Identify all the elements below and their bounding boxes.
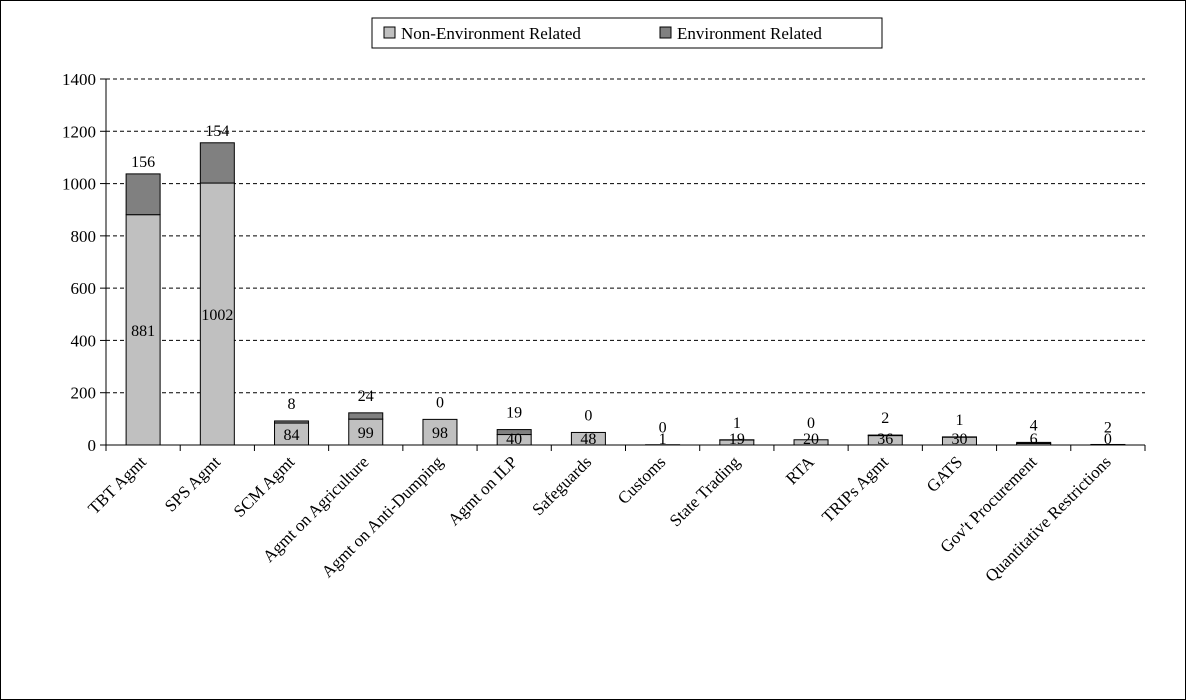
data-label-non-environment: 98 xyxy=(432,425,448,442)
bar-non-environment xyxy=(348,418,384,446)
bar-environment xyxy=(125,173,161,216)
bar-environment xyxy=(867,434,903,437)
y-tick-label: 1400 xyxy=(62,70,96,89)
legend-swatch-environment xyxy=(659,26,672,39)
data-label-environment: 0 xyxy=(584,407,592,424)
x-tick-label: Agmt on Anti-Dumping xyxy=(318,452,447,581)
x-tick-label: GATS xyxy=(923,452,966,495)
bar-environment xyxy=(274,420,310,424)
bar-non-environment xyxy=(199,182,235,446)
x-tick-label: Safeguards xyxy=(528,452,595,519)
data-label-environment: 8 xyxy=(288,396,296,413)
y-tick-label: 0 xyxy=(88,436,97,455)
bar-environment xyxy=(348,412,384,420)
data-label-environment: 0 xyxy=(436,394,444,411)
legend-swatch-non-environment xyxy=(383,26,396,39)
legend-label-non-environment: Non-Environment Related xyxy=(401,24,581,43)
data-label-non-environment: 20 xyxy=(803,431,819,448)
x-tick-label: SPS Agmt xyxy=(161,452,224,515)
bar-environment xyxy=(199,142,235,184)
data-label-non-environment: 36 xyxy=(877,431,893,448)
data-label-environment: 0 xyxy=(807,415,815,432)
x-tick-label: Agmt on ILP xyxy=(444,452,521,529)
bar-non-environment xyxy=(570,431,606,446)
x-tick-label: TBT Agmt xyxy=(84,452,150,518)
data-label-non-environment: 84 xyxy=(284,427,300,444)
data-label-environment: 0 xyxy=(659,420,667,437)
legend: Non-Environment Related Environment Rela… xyxy=(371,17,883,49)
data-label-non-environment: 40 xyxy=(506,431,522,448)
data-label-environment: 24 xyxy=(358,388,374,405)
bar-non-environment xyxy=(125,214,161,446)
y-tick-label: 800 xyxy=(71,227,97,246)
x-tick-label: SCM Agmt xyxy=(230,452,299,521)
data-label-non-environment: 1002 xyxy=(201,307,233,324)
gridlines xyxy=(106,78,1145,394)
y-tick-label: 1200 xyxy=(62,122,96,141)
x-tick-label: TRIPs Agmt xyxy=(818,452,892,526)
data-label-environment: 154 xyxy=(205,123,229,140)
y-tick-label: 600 xyxy=(71,279,97,298)
y-tick-label: 400 xyxy=(71,331,97,350)
data-label-environment: 2 xyxy=(1104,419,1112,436)
data-label-environment: 1 xyxy=(733,415,741,432)
data-label-non-environment: 6 xyxy=(1030,431,1038,448)
bar-non-environment xyxy=(422,418,458,446)
bar-environment xyxy=(1016,441,1052,444)
y-tick-label: 200 xyxy=(71,384,97,403)
data-label-non-environment: 99 xyxy=(358,425,374,442)
bar-environment xyxy=(1090,443,1126,446)
data-label-non-environment: 30 xyxy=(951,431,967,448)
legend-box xyxy=(371,17,883,49)
data-label-environment: 4 xyxy=(1030,417,1038,434)
data-label-non-environment: 48 xyxy=(580,431,596,448)
data-labels: 8811561002154848992498040194801019120036… xyxy=(131,123,1112,448)
data-label-environment: 2 xyxy=(881,410,889,427)
x-tick-label: Customs xyxy=(614,452,670,508)
x-tick-label: State Trading xyxy=(666,452,744,530)
y-tick-label: 1000 xyxy=(62,175,96,194)
data-label-non-environment: 881 xyxy=(131,323,155,340)
data-label-non-environment: 0 xyxy=(1104,431,1112,448)
data-label-environment: 156 xyxy=(131,154,155,171)
data-label-environment: 19 xyxy=(506,405,522,422)
data-label-environment: 1 xyxy=(955,412,963,429)
bars xyxy=(125,142,1126,446)
x-tick-label: Quantitative Restrictions xyxy=(981,452,1114,585)
bar-environment xyxy=(496,429,532,436)
bar-non-environment xyxy=(793,439,829,446)
legend-label-environment: Environment Related xyxy=(677,24,822,43)
data-label-non-environment: 19 xyxy=(729,431,745,448)
data-label-non-environment: 1 xyxy=(659,431,667,448)
x-tick-label: RTA xyxy=(782,452,818,488)
